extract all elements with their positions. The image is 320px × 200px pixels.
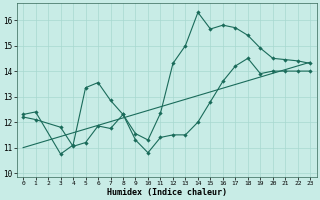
X-axis label: Humidex (Indice chaleur): Humidex (Indice chaleur) xyxy=(107,188,227,197)
